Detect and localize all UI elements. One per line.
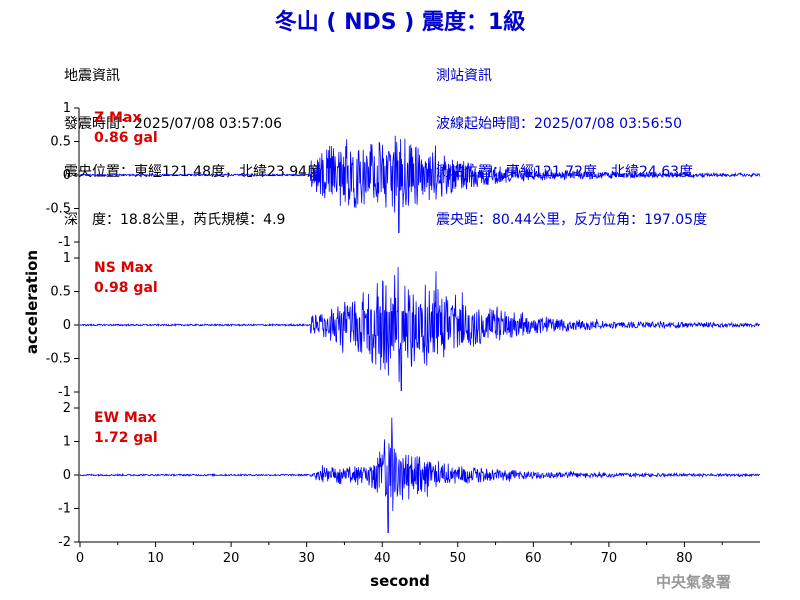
- y-tick-label: 1: [63, 435, 71, 450]
- max-value-ns: 0.98 gal: [94, 280, 158, 296]
- x-tick-label: 80: [676, 551, 693, 566]
- station-info: 測站資訊 波線起始時間：2025/07/08 03:56:50 測站位置：東經1…: [436, 36, 707, 244]
- x-tick-label: 30: [298, 551, 315, 566]
- wave-start-time: 波線起始時間：2025/07/08 03:56:50: [436, 116, 683, 132]
- y-tick-label: 1: [63, 101, 71, 116]
- x-tick-label: 10: [147, 551, 164, 566]
- y-tick-label: 0: [63, 468, 71, 483]
- waveform-z: [79, 135, 761, 233]
- y-tick-label: 0.5: [50, 135, 71, 150]
- y-tick-label: 1: [63, 251, 71, 266]
- max-label-ew: EW Max: [94, 410, 156, 426]
- distance-azimuth: 震央距：80.44公里，反方位角：197.05度: [436, 212, 708, 228]
- y-tick-label: 0: [63, 318, 71, 333]
- y-tick-label: -1: [58, 502, 71, 517]
- cwa-watermark: 中央氣象署: [656, 573, 732, 591]
- max-value-ew: 1.72 gal: [94, 430, 158, 446]
- epicenter-location: 震央位置：東經121.48度，北緯23.94度: [64, 164, 322, 180]
- x-tick-label: 20: [223, 551, 240, 566]
- quake-info: 地震資訊 發震時間：2025/07/08 03:57:06 震央位置：東經121…: [64, 36, 321, 244]
- y-tick-label: 0: [63, 168, 71, 183]
- y-tick-label: -1: [58, 385, 71, 400]
- waveform-ns: [79, 267, 761, 392]
- x-tick-label: 0: [76, 551, 84, 566]
- max-label-z: Z Max: [94, 110, 141, 126]
- depth-magnitude: 深 度：18.8公里，芮氏規模：4.9: [64, 212, 286, 228]
- y-tick-label: -0.5: [46, 202, 71, 217]
- y-axis-label: acceleration: [23, 250, 41, 354]
- station-info-heading: 測站資訊: [436, 68, 492, 84]
- x-tick-label: 70: [601, 551, 618, 566]
- y-tick-label: -1: [58, 235, 71, 250]
- max-label-ns: NS Max: [94, 260, 153, 276]
- y-tick-label: 2: [63, 401, 71, 416]
- chart-title: 冬山 ( NDS ) 震度：1級: [274, 10, 526, 35]
- x-tick-label: 50: [450, 551, 467, 566]
- x-axis-label: second: [370, 572, 430, 590]
- y-tick-label: -0.5: [46, 352, 71, 367]
- x-tick-label: 60: [525, 551, 542, 566]
- max-value-z: 0.86 gal: [94, 130, 158, 146]
- x-tick-label: 40: [374, 551, 391, 566]
- y-tick-label: 0.5: [50, 285, 71, 300]
- quake-info-heading: 地震資訊: [64, 68, 120, 84]
- waveform-ew: [79, 417, 761, 533]
- y-tick-label: -2: [58, 535, 71, 550]
- origin-time: 發震時間：2025/07/08 03:57:06: [64, 116, 283, 132]
